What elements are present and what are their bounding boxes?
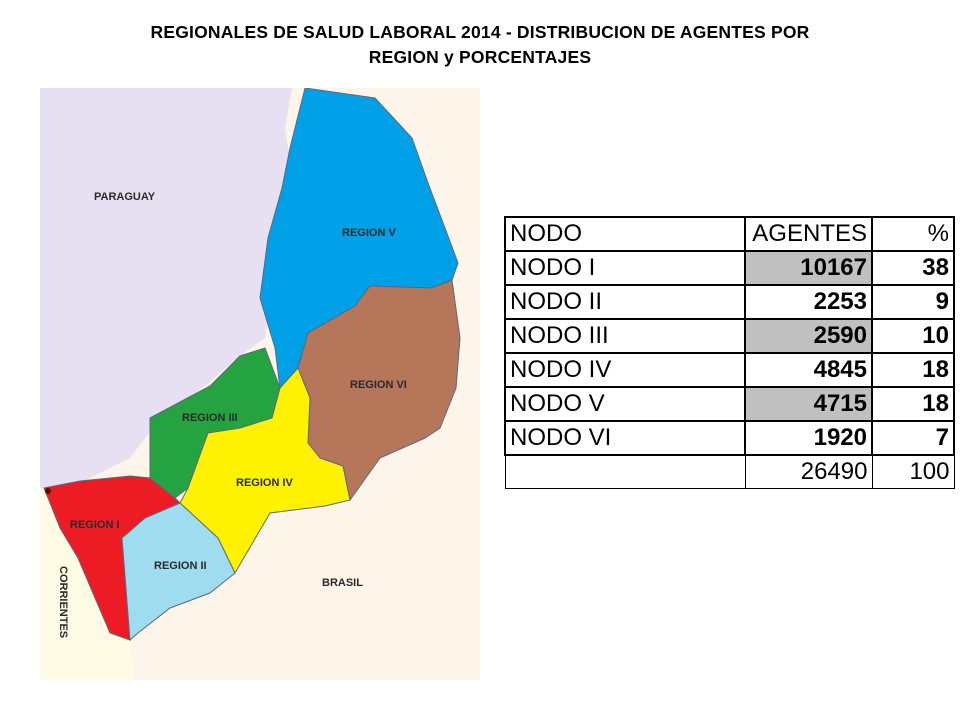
page-title: REGIONALES DE SALUD LABORAL 2014 - DISTR… [0, 20, 960, 70]
region-iii-label: REGION III [182, 412, 238, 424]
cell-pct: 38 [871, 250, 955, 286]
region-ii-label: REGION II [154, 560, 207, 572]
region-iv-label: REGION IV [236, 477, 294, 489]
cell-pct: 9 [871, 284, 955, 320]
region-map: PARAGUAY BRASIL CORRIENTES REGION V REGI… [40, 88, 480, 680]
table-row: NODO IV 4845 18 [504, 352, 955, 388]
cell-nodo: NODO IV [504, 352, 746, 388]
table-row: NODO VI 1920 7 [504, 420, 955, 456]
cell-nodo: NODO V [504, 386, 746, 422]
city-marker [45, 488, 51, 494]
table-total-row: 26490 100 [504, 454, 955, 489]
cell-pct: 18 [871, 352, 955, 388]
region-ii-area [121, 502, 236, 642]
header-nodo: NODO [504, 216, 746, 252]
header-agentes: AGENTES [744, 216, 873, 252]
cell-agentes: 4715 [744, 386, 873, 422]
brasil-label: BRASIL [322, 577, 363, 589]
title-line-1: REGIONALES DE SALUD LABORAL 2014 - DISTR… [150, 22, 810, 42]
header-pct: % [871, 216, 955, 252]
paraguay-label: PARAGUAY [94, 191, 156, 203]
table-row: NODO I 10167 38 [504, 250, 955, 286]
region-i-label: REGION I [70, 519, 120, 531]
cell-nodo: NODO II [504, 284, 746, 320]
cell-agentes: 4845 [744, 352, 873, 388]
cell-agentes: 1920 [744, 420, 873, 456]
cell-agentes: 2590 [744, 318, 873, 354]
cell-nodo: NODO VI [504, 420, 746, 456]
total-nodo [504, 454, 746, 489]
cell-pct: 10 [871, 318, 955, 354]
cell-pct: 18 [871, 386, 955, 422]
map-svg: PARAGUAY BRASIL CORRIENTES REGION V REGI… [40, 88, 480, 680]
region-vi-label: REGION VI [350, 379, 407, 391]
cell-nodo: NODO I [504, 250, 746, 286]
table-header-row: NODO AGENTES % [504, 216, 955, 252]
table-row: NODO III 2590 10 [504, 318, 955, 354]
corrientes-label: CORRIENTES [57, 566, 69, 638]
title-line-2: REGION y PORCENTAJES [368, 47, 592, 67]
region-v-label: REGION V [342, 227, 396, 239]
table-row: NODO V 4715 18 [504, 386, 955, 422]
paraguay-area [40, 88, 292, 488]
cell-agentes: 2253 [744, 284, 873, 320]
table-row: NODO II 2253 9 [504, 284, 955, 320]
total-agentes: 26490 [744, 454, 873, 489]
total-pct: 100 [871, 454, 955, 489]
agents-table: NODO AGENTES % NODO I 10167 38 NODO II 2… [504, 216, 955, 489]
cell-pct: 7 [871, 420, 955, 456]
cell-nodo: NODO III [504, 318, 746, 354]
cell-agentes: 10167 [744, 250, 873, 286]
